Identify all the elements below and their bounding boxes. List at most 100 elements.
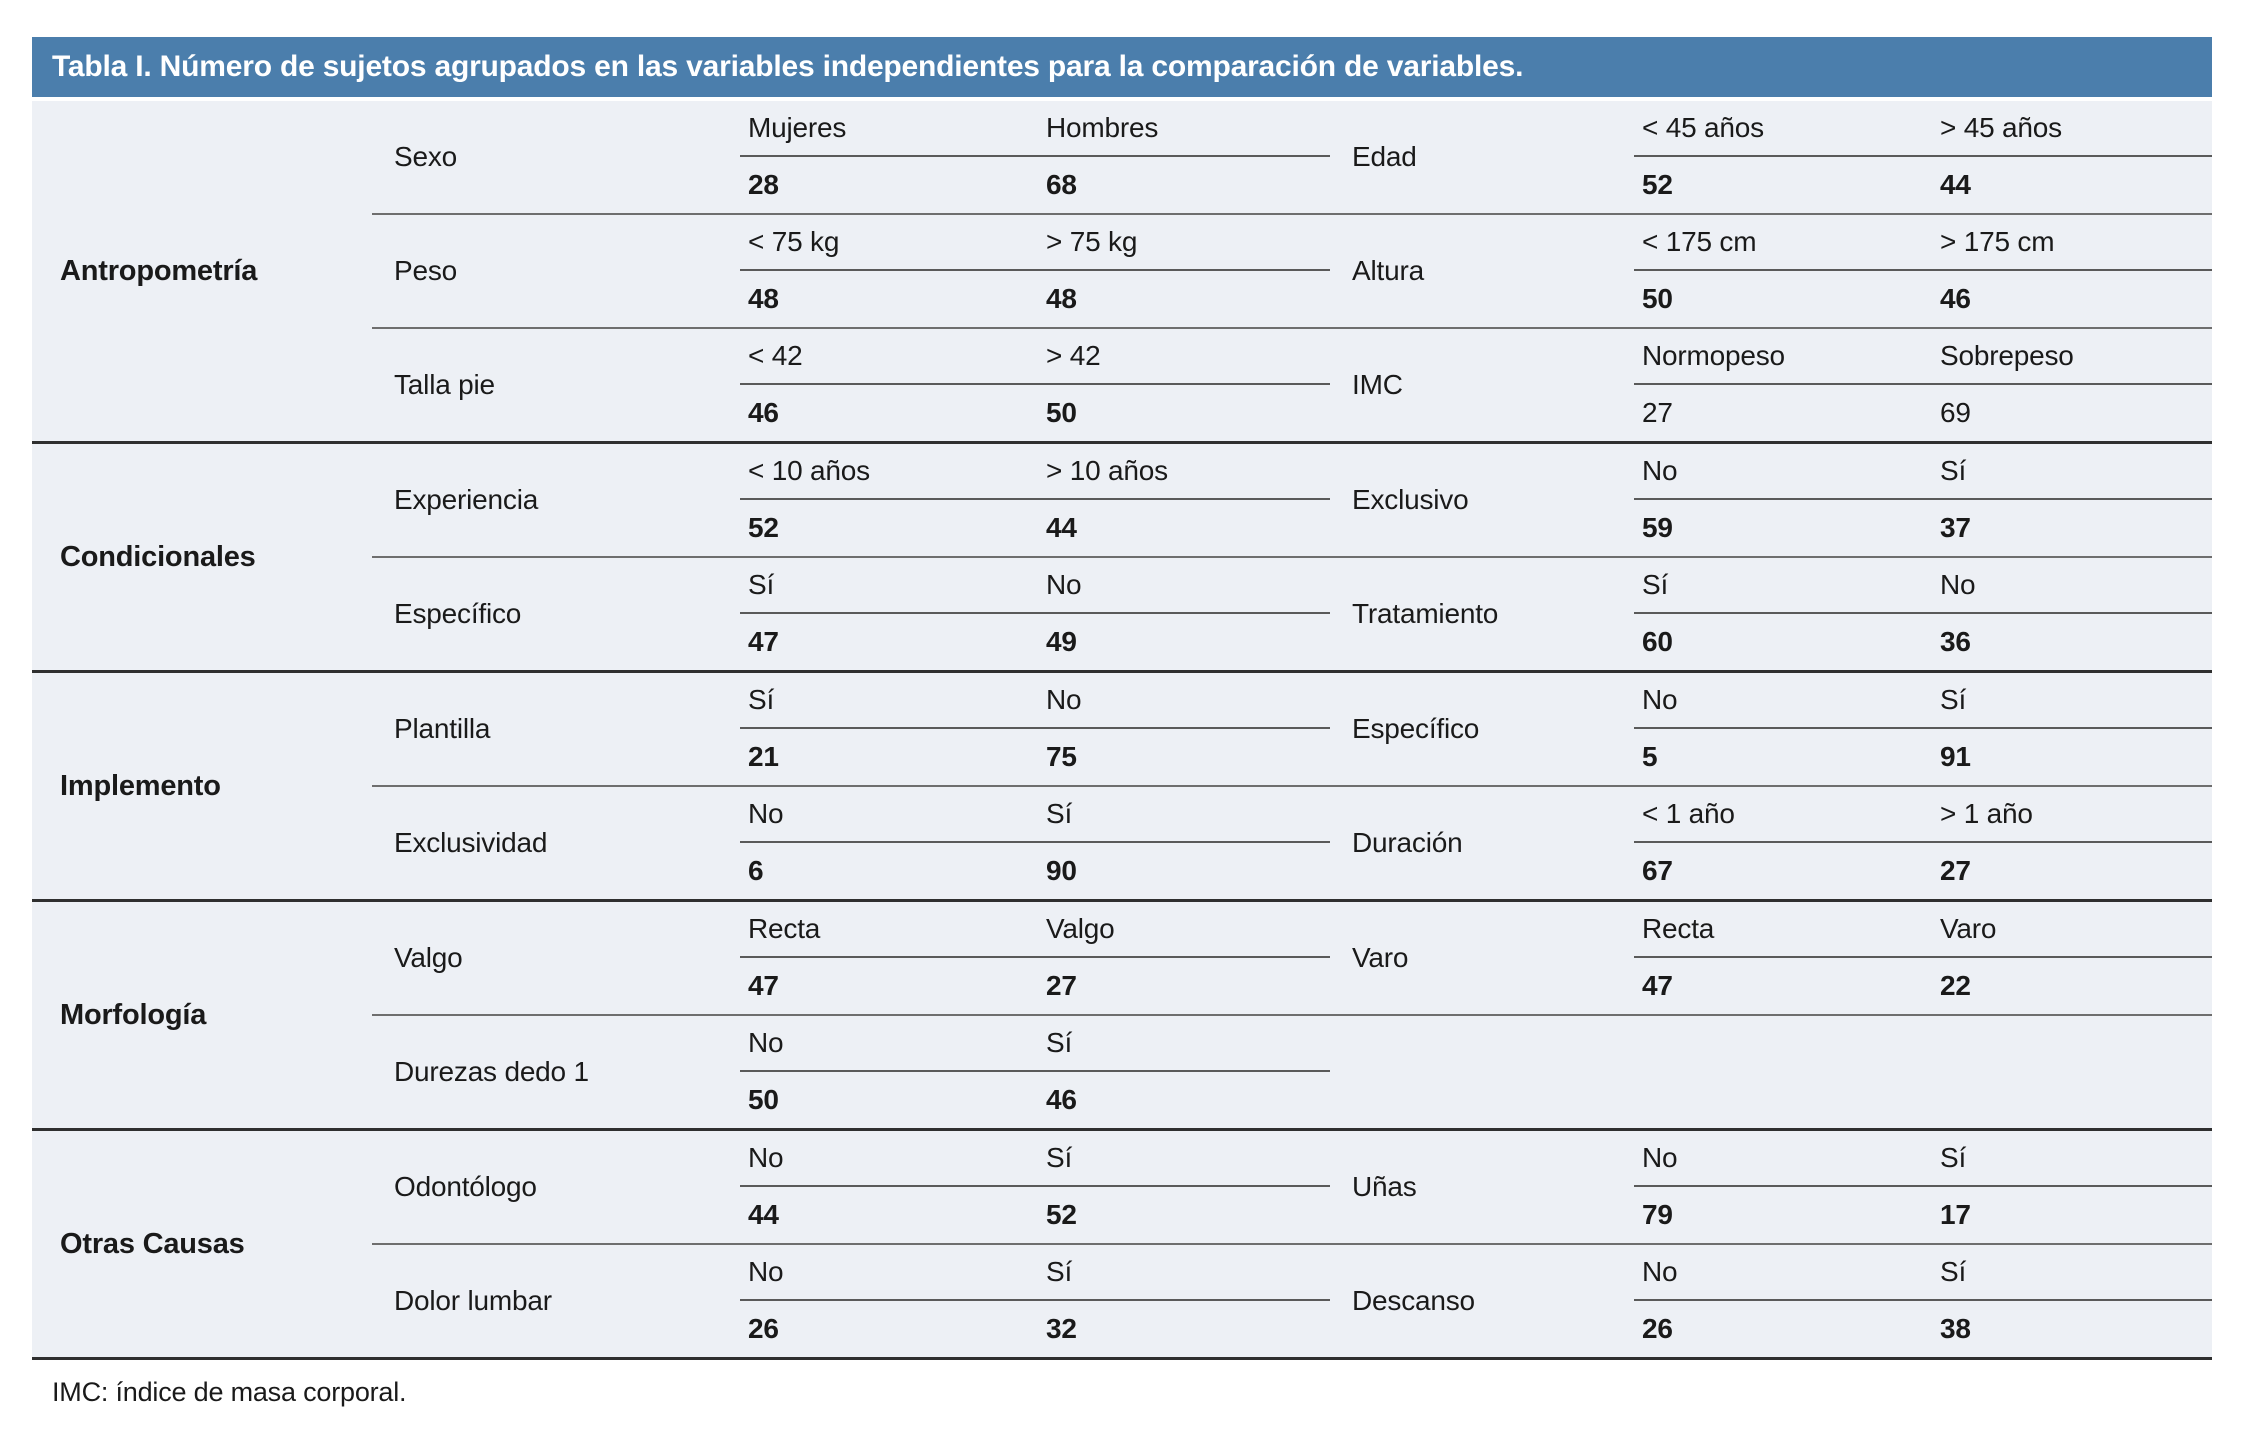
count-value: 50	[748, 1084, 779, 1115]
variable-row: Valgo Recta Valgo 47 27 Varo Recta Varo 47 22	[372, 902, 2212, 1014]
category-label: Hombres	[1038, 101, 1330, 157]
variable-name: Edad	[1352, 141, 1417, 172]
category-label: Sí	[1634, 558, 1932, 614]
category-label: > 175 cm	[1932, 215, 2212, 271]
variable-name: Descanso	[1352, 1285, 1475, 1316]
variable-name: Peso	[394, 255, 458, 286]
category-label: Mujeres	[740, 101, 1038, 157]
count-value: 60	[1642, 626, 1673, 657]
group-label: Otras Causas	[60, 1227, 245, 1260]
category-label: < 175 cm	[1634, 215, 1932, 271]
variable-name: Tratamiento	[1352, 598, 1499, 629]
category-label: Sí	[740, 673, 1038, 729]
section: Implemento Plantilla Sí No 21 75 Específico No S…	[32, 670, 2212, 899]
category-label: No	[1038, 558, 1330, 614]
section-rows: Plantilla Sí No 21 75 Específico No Sí 5 91 Exclus…	[372, 673, 2212, 899]
count-value: 91	[1940, 741, 1971, 772]
table-footnote: IMC: índice de masa corporal.	[52, 1377, 407, 1407]
count-value: 47	[748, 626, 779, 657]
count-value: 46	[1940, 283, 1971, 314]
count-value: 52	[1642, 169, 1673, 200]
count-value: 6	[748, 855, 764, 886]
category-label: Sí	[1038, 1131, 1330, 1187]
group-label: Morfología	[60, 998, 207, 1031]
section: Condicionales Experiencia < 10 años > 10 añ…	[32, 441, 2212, 670]
category-label: No	[740, 1016, 1038, 1072]
section: Otras Causas Odontólogo No Sí 44 52 Uñas No Sí 79…	[32, 1128, 2212, 1357]
category-label: No	[740, 1131, 1038, 1187]
category-label: > 10 años	[1038, 444, 1330, 500]
category-label: < 75 kg	[740, 215, 1038, 271]
count-value: 21	[748, 741, 779, 772]
count-value: 44	[1046, 512, 1077, 543]
table-title: Tabla I. Número de sujetos agrupados en …	[52, 50, 1524, 83]
variable-name: Talla pie	[394, 369, 495, 400]
variable-name: Altura	[1352, 255, 1424, 286]
count-value: 90	[1046, 855, 1077, 886]
count-value: 26	[748, 1313, 779, 1344]
variable-row: Dolor lumbar No Sí 26 32 Descanso No Sí 26 38	[372, 1243, 2212, 1357]
count-value: 68	[1046, 169, 1077, 200]
count-value: 48	[748, 283, 779, 314]
section-rows: Odontólogo No Sí 44 52 Uñas No Sí 79 17 Dolor lumb…	[372, 1131, 2212, 1357]
group-label: Implemento	[60, 769, 221, 802]
count-value: 27	[1940, 855, 1971, 886]
data-table: Tabla I. Número de sujetos agrupados en …	[32, 37, 2212, 1360]
category-label: > 75 kg	[1038, 215, 1330, 271]
count-value: 26	[1642, 1313, 1673, 1344]
variable-name: Odontólogo	[394, 1171, 537, 1202]
count-value: 5	[1642, 741, 1658, 772]
category-label: No	[1038, 673, 1330, 729]
count-value: 50	[1046, 397, 1077, 428]
category-label: Normopeso	[1634, 329, 1932, 385]
table-body: Antropometría Sexo Mujeres Hombres 28 68 Edad <…	[32, 101, 2212, 1360]
category-label: > 1 año	[1932, 787, 2212, 843]
category-label: Sí	[1932, 673, 2212, 729]
category-label: Varo	[1932, 902, 2212, 958]
variable-name: IMC	[1352, 369, 1403, 400]
group-label: Condicionales	[60, 540, 256, 573]
count-value: 38	[1940, 1313, 1971, 1344]
count-value: 44	[1940, 169, 1971, 200]
variable-row: Exclusividad No Sí 6 90 Duración < 1 año > 1 añ…	[372, 785, 2212, 899]
group-label: Antropometría	[60, 254, 258, 287]
variable-name: Varo	[1352, 942, 1409, 973]
variable-row: Sexo Mujeres Hombres 28 68 Edad < 45 años > 45 …	[372, 101, 2212, 213]
category-label: < 42	[740, 329, 1038, 385]
count-value: 67	[1642, 855, 1673, 886]
variable-name: Durezas dedo 1	[394, 1056, 589, 1087]
section: Morfología Valgo Recta Valgo 47 27 Varo Recta Va…	[32, 899, 2212, 1128]
category-label: No	[740, 1245, 1038, 1301]
table-title-bar: Tabla I. Número de sujetos agrupados en …	[32, 37, 2212, 97]
category-label: Sí	[1932, 1131, 2212, 1187]
category-label: No	[740, 787, 1038, 843]
variable-row: Experiencia < 10 años > 10 años 52 44 Exclusi…	[372, 444, 2212, 556]
section: Antropometría Sexo Mujeres Hombres 28 68 Edad <…	[32, 101, 2212, 441]
count-value: 36	[1940, 626, 1971, 657]
count-value: 59	[1642, 512, 1673, 543]
count-value: 46	[748, 397, 779, 428]
count-value: 69	[1940, 397, 1971, 428]
variable-name: Específico	[394, 598, 522, 629]
count-value: 44	[748, 1199, 779, 1230]
count-value: 27	[1046, 970, 1077, 1001]
category-label: No	[1634, 673, 1932, 729]
category-label: No	[1634, 1245, 1932, 1301]
variable-name: Sexo	[394, 141, 458, 172]
category-label: > 42	[1038, 329, 1330, 385]
variable-name: Específico	[1352, 713, 1480, 744]
category-label: < 45 años	[1634, 101, 1932, 157]
count-value: 52	[1046, 1199, 1077, 1230]
count-value: 28	[748, 169, 779, 200]
category-label: Sí	[1038, 1016, 1330, 1072]
count-value: 47	[1642, 970, 1673, 1001]
count-value: 37	[1940, 512, 1971, 543]
variable-name: Exclusivo	[1352, 484, 1469, 515]
category-label: No	[1932, 558, 2212, 614]
category-label: < 10 años	[740, 444, 1038, 500]
section-rows: Experiencia < 10 años > 10 años 52 44 Exclusi…	[372, 444, 2212, 670]
category-label: Sí	[1932, 444, 2212, 500]
category-label: Sí	[1038, 1245, 1330, 1301]
variable-row: Específico Sí No 47 49 Tratamiento Sí No 60 36	[372, 556, 2212, 670]
